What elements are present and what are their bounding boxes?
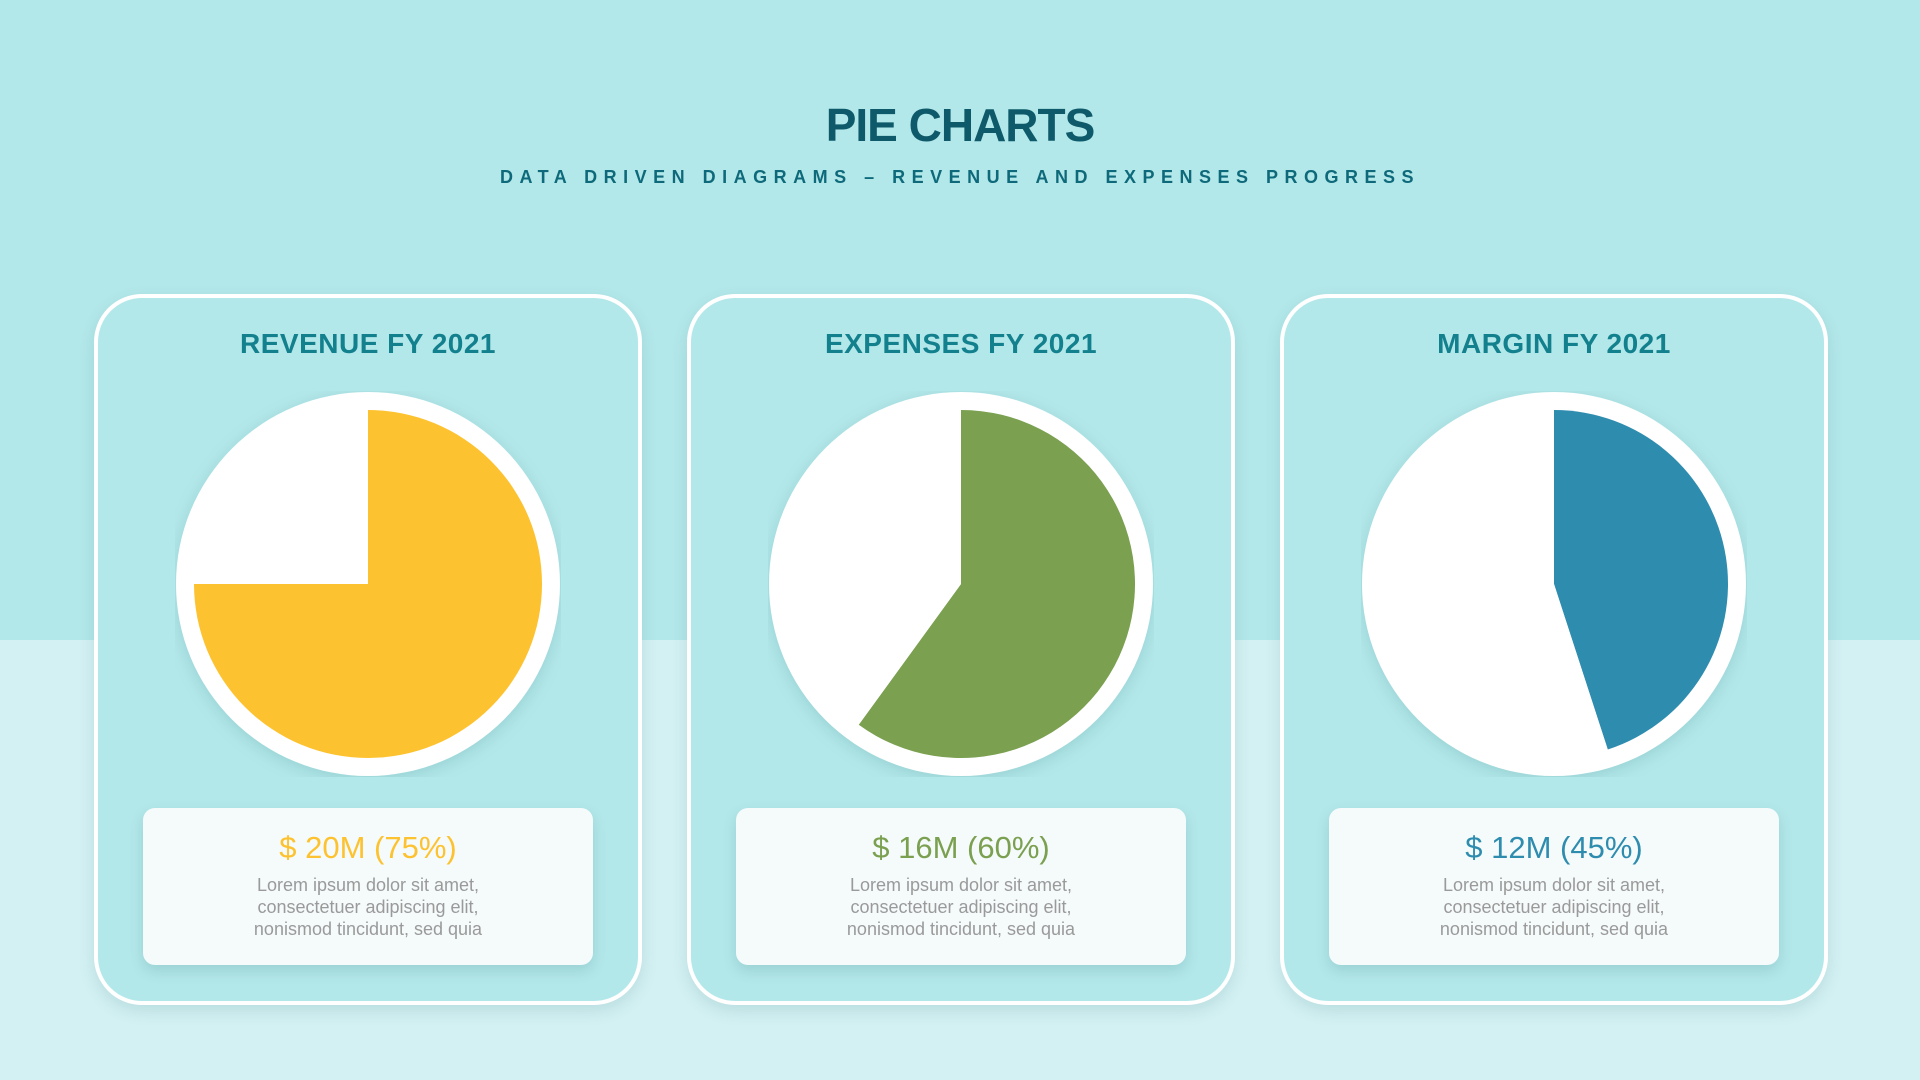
pie-chart — [176, 392, 560, 776]
description-line: nonismod tincidunt, sed quia — [846, 919, 1076, 939]
value-label: $ 16M (60%) — [872, 830, 1050, 865]
description: Lorem ipsum dolor sit amet, consectetuer … — [1329, 874, 1779, 940]
chart-title: EXPENSES FY 2021 — [824, 328, 1098, 359]
info-box: $ 16M (60%) Lorem ipsum dolor sit amet, c… — [736, 808, 1186, 965]
description: Lorem ipsum dolor sit amet, consectetuer … — [736, 874, 1186, 940]
description-line: consectetuer adipiscing elit, — [1443, 897, 1665, 917]
pie-chart — [769, 392, 1153, 776]
value-label: $ 20M (75%) — [279, 830, 457, 865]
pie-slice — [858, 410, 1135, 758]
page-subtitle: DATA DRIVEN DIAGRAMS – REVENUE AND EXPEN… — [499, 167, 1421, 187]
page-title: PIE CHARTS — [825, 99, 1096, 151]
pie-slice — [1554, 410, 1728, 750]
pie-card-revenue: REVENUE FY 2021 $ 20M (75%) Lorem ipsum … — [94, 294, 642, 1005]
chart-title: REVENUE FY 2021 — [240, 328, 496, 359]
info-box: $ 20M (75%) Lorem ipsum dolor sit amet, c… — [143, 808, 593, 965]
description: Lorem ipsum dolor sit amet, consectetuer … — [143, 874, 593, 940]
description-line: nonismod tincidunt, sed quia — [253, 919, 483, 939]
description-line: Lorem ipsum dolor sit amet, — [849, 875, 1073, 895]
pie-slice-remainder — [787, 410, 961, 725]
pie-chart — [1362, 392, 1746, 776]
pie-slice-remainder — [194, 410, 368, 584]
chart-title: MARGIN FY 2021 — [1437, 328, 1671, 359]
pie-slice-remainder — [1380, 410, 1608, 758]
description-line: consectetuer adipiscing elit, — [850, 897, 1072, 917]
pie-card-margin: MARGIN FY 2021 $ 12M (45%) Lorem ipsum d… — [1280, 294, 1828, 1005]
description-line: Lorem ipsum dolor sit amet, — [256, 875, 480, 895]
info-box: $ 12M (45%) Lorem ipsum dolor sit amet, c… — [1329, 808, 1779, 965]
pie-card-expenses: EXPENSES FY 2021 $ 16M (60%) Lorem ipsum… — [687, 294, 1235, 1005]
description-line: consectetuer adipiscing elit, — [257, 897, 479, 917]
description-line: Lorem ipsum dolor sit amet, — [1442, 875, 1666, 895]
description-line: nonismod tincidunt, sed quia — [1439, 919, 1669, 939]
value-label: $ 12M (45%) — [1465, 830, 1643, 865]
